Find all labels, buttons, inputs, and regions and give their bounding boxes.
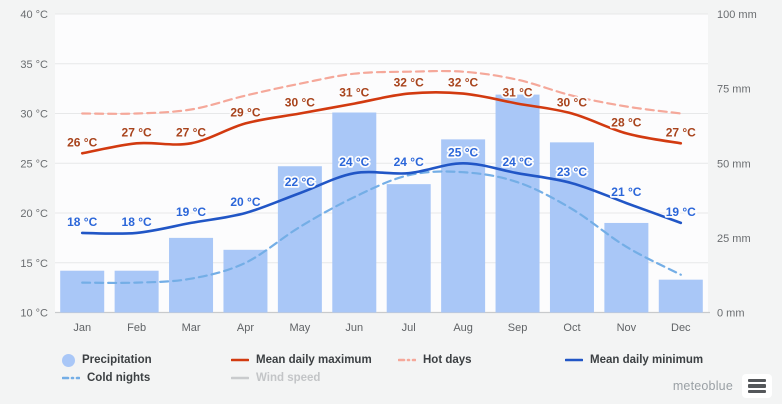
precipitation-bar-jan bbox=[60, 270, 105, 313]
y-right-tick-100: 100 mm bbox=[717, 9, 757, 21]
meteoblue-logo[interactable]: meteoblue bbox=[672, 379, 733, 393]
label-mean-daily-minimum-oct: 23 °C bbox=[557, 165, 587, 179]
y-right-tick-25: 25 mm bbox=[717, 233, 751, 245]
footer-brand: meteoblue bbox=[673, 374, 772, 398]
precipitation-bar-jul bbox=[386, 184, 431, 313]
precipitation-bar-dec bbox=[658, 279, 703, 313]
y-right-tick-0: 0 mm bbox=[717, 308, 745, 320]
label-mean-daily-minimum-sep: 24 °C bbox=[502, 155, 532, 169]
hamburger-icon bbox=[748, 378, 766, 382]
y-left-tick-30: 30 °C bbox=[20, 109, 48, 121]
legend-label: Cold nights bbox=[87, 372, 151, 384]
label-mean-daily-minimum-may: 22 °C bbox=[285, 175, 315, 189]
y-right-tick-75: 75 mm bbox=[717, 84, 751, 96]
label-mean-daily-maximum-sep: 31 °C bbox=[502, 86, 532, 100]
line-cold-nights bbox=[81, 170, 682, 285]
menu-button[interactable] bbox=[742, 374, 772, 398]
label-mean-daily-maximum-may: 30 °C bbox=[285, 96, 315, 110]
x-tick-aug: Aug bbox=[453, 322, 473, 334]
x-tick-mar: Mar bbox=[182, 322, 201, 334]
label-mean-daily-minimum-jul: 24 °C bbox=[394, 155, 424, 169]
legend-label: Mean daily minimum bbox=[590, 354, 704, 366]
legend-item-cold-nights[interactable]: Cold nights bbox=[62, 369, 231, 387]
x-tick-sep: Sep bbox=[508, 322, 528, 334]
x-tick-jan: Jan bbox=[73, 322, 91, 334]
label-mean-daily-maximum-dec: 27 °C bbox=[666, 125, 696, 139]
climate-chart: 40 °C 35 °C 30 °C 25 °C 20 °C 15 °C 10 °C 100 m… bbox=[20, 9, 757, 334]
y-left-tick-10: 10 °C bbox=[20, 308, 48, 320]
label-mean-daily-minimum-apr: 20 °C bbox=[230, 195, 260, 209]
x-tick-apr: Apr bbox=[237, 322, 254, 334]
precipitation-bar-sep bbox=[495, 94, 540, 313]
legend-item-mean-daily-maximum[interactable]: Mean daily maximum bbox=[231, 351, 398, 369]
label-mean-daily-maximum-feb: 27 °C bbox=[122, 125, 152, 139]
label-mean-daily-maximum-nov: 28 °C bbox=[611, 115, 641, 129]
precipitation-bar-feb bbox=[114, 270, 159, 313]
legend-label: Hot days bbox=[423, 354, 472, 366]
legend-line-icon bbox=[231, 376, 249, 380]
y-left-tick-20: 20 °C bbox=[20, 208, 48, 220]
legend-label: Precipitation bbox=[82, 354, 152, 366]
x-tick-nov: Nov bbox=[617, 322, 637, 334]
line-mean-daily-maximum bbox=[80, 91, 683, 155]
label-mean-daily-minimum-aug: 25 °C bbox=[448, 145, 478, 159]
precipitation-bar-jun bbox=[332, 112, 377, 313]
precipitation-bar-oct bbox=[549, 142, 594, 313]
y-right-tick-50: 50 mm bbox=[717, 158, 751, 170]
legend-item-mean-daily-minimum[interactable]: Mean daily minimum bbox=[565, 351, 751, 369]
label-mean-daily-maximum-jul: 32 °C bbox=[394, 76, 424, 90]
y-left-tick-25: 25 °C bbox=[20, 158, 48, 170]
legend-line-icon bbox=[565, 358, 583, 362]
label-mean-daily-minimum-mar: 19 °C bbox=[176, 205, 206, 219]
legend-label: Wind speed bbox=[256, 372, 321, 384]
legend-line-icon bbox=[231, 358, 249, 362]
y-left-tick-15: 15 °C bbox=[20, 258, 48, 270]
precipitation-bar-nov bbox=[604, 222, 649, 313]
legend-item-hot-days[interactable]: Hot days bbox=[398, 351, 565, 369]
label-mean-daily-minimum-dec: 19 °C bbox=[666, 205, 696, 219]
legend-line-icon bbox=[62, 376, 80, 380]
precipitation-bar-aug bbox=[441, 139, 486, 313]
label-mean-daily-maximum-oct: 30 °C bbox=[557, 96, 587, 110]
label-mean-daily-minimum-jan: 18 °C bbox=[67, 215, 97, 229]
precipitation-bar-apr bbox=[223, 249, 268, 313]
label-mean-daily-maximum-aug: 32 °C bbox=[448, 76, 478, 90]
line-hot-days bbox=[81, 69, 682, 115]
legend-label: Mean daily maximum bbox=[256, 354, 372, 366]
x-tick-may: May bbox=[289, 322, 310, 334]
chart-legend: Precipitation Mean daily maximum Hot days M… bbox=[62, 351, 751, 387]
y-left-tick-35: 35 °C bbox=[20, 59, 48, 71]
label-mean-daily-minimum-feb: 18 °C bbox=[122, 215, 152, 229]
precipitation-bar-may bbox=[277, 166, 322, 313]
x-tick-jul: Jul bbox=[402, 322, 416, 334]
x-tick-dec: Dec bbox=[671, 322, 691, 334]
x-tick-jun: Jun bbox=[345, 322, 363, 334]
label-mean-daily-maximum-jan: 26 °C bbox=[67, 135, 97, 149]
label-mean-daily-minimum-jun: 24 °C bbox=[339, 155, 369, 169]
label-mean-daily-minimum-nov: 21 °C bbox=[611, 185, 641, 199]
label-mean-daily-maximum-jun: 31 °C bbox=[339, 86, 369, 100]
label-mean-daily-maximum-apr: 29 °C bbox=[230, 105, 260, 119]
x-tick-feb: Feb bbox=[127, 322, 146, 334]
legend-line-icon bbox=[398, 358, 416, 362]
legend-item-precipitation[interactable]: Precipitation bbox=[62, 351, 231, 369]
legend-item-wind-speed[interactable]: Wind speed bbox=[231, 369, 398, 387]
x-tick-oct: Oct bbox=[563, 322, 580, 334]
line-mean-daily-minimum bbox=[80, 161, 683, 235]
precipitation-dot-icon bbox=[62, 353, 75, 367]
label-mean-daily-maximum-mar: 27 °C bbox=[176, 125, 206, 139]
y-left-tick-40: 40 °C bbox=[20, 9, 48, 21]
